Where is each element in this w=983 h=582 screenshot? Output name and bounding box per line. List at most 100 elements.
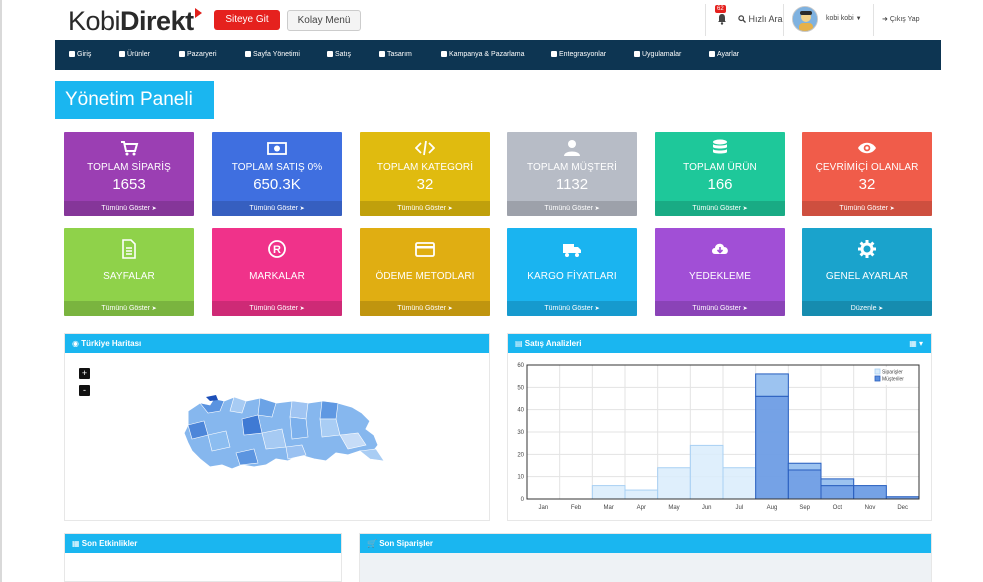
tile-footer-link[interactable]: Tümünü Göster ➤ <box>212 301 342 316</box>
x-tick-label: Sep <box>799 505 810 511</box>
orders-panel-header: 🛒 Son Siparişler <box>360 534 931 553</box>
bell-icon[interactable] <box>717 13 727 25</box>
x-tick-label: Jun <box>702 505 712 511</box>
tile-footer-link[interactable]: Tümünü Göster ➤ <box>360 201 490 216</box>
stat-tile[interactable]: TOPLAM SATIŞ 0% 650.3K Tümünü Göster ➤ <box>212 132 342 216</box>
x-tick-label: Nov <box>865 505 876 511</box>
nav-item-ayarlar[interactable]: Ayarlar <box>709 40 739 70</box>
tile-label: MARKALAR <box>249 271 305 282</box>
arrow-circle-right-icon: ➤ <box>149 206 157 212</box>
orders-panel-title: Son Siparişler <box>379 539 433 548</box>
stat-tile[interactable]: ÇEVRİMİÇİ OLANLAR 32 Tümünü Göster ➤ <box>802 132 932 216</box>
x-tick-label: Feb <box>571 505 582 511</box>
tile-footer-link[interactable]: Tümünü Göster ➤ <box>507 301 637 316</box>
home-icon <box>69 51 75 57</box>
tile-footer-link[interactable]: Tümünü Göster ➤ <box>802 201 932 216</box>
cart-icon: 🛒 <box>367 539 377 548</box>
tile-footer-label: Tümünü Göster <box>101 205 150 212</box>
nav-item-entegrasyonlar[interactable]: Entegrasyonlar <box>551 40 606 70</box>
tile-footer-link[interactable]: Düzenle ➤ <box>802 301 932 316</box>
stat-tile[interactable]: TOPLAM KATEGORİ 32 Tümünü Göster ➤ <box>360 132 490 216</box>
tile-footer-link[interactable]: Tümünü Göster ➤ <box>655 301 785 316</box>
stat-tile[interactable]: TOPLAM ÜRÜN 166 Tümünü Göster ➤ <box>655 132 785 216</box>
tile-footer-link[interactable]: Tümünü Göster ➤ <box>507 201 637 216</box>
x-tick-label: Oct <box>833 505 843 511</box>
nav-item-sayfa-yonetimi[interactable]: Sayfa Yönetimi <box>245 40 300 70</box>
stat-tile[interactable]: KARGO FİYATLARI Tümünü Göster ➤ <box>507 228 637 316</box>
recent-orders-panel: 🛒 Son Siparişler <box>359 533 932 582</box>
tile-footer-link[interactable]: Tümünü Göster ➤ <box>360 301 490 316</box>
tile-value: 32 <box>416 176 434 193</box>
tile-value: 166 <box>707 176 733 193</box>
header-divider <box>705 4 706 36</box>
logo-arrow-icon <box>194 8 202 18</box>
plot-border <box>526 364 920 500</box>
nav-label: Sayfa Yönetimi <box>253 51 300 58</box>
tile-label: GENEL AYARLAR <box>825 271 909 282</box>
calendar-dropdown-icon[interactable]: ▦ ▾ <box>909 339 923 348</box>
activities-panel-title: Son Etkinlikler <box>81 539 138 548</box>
legend-swatch <box>874 375 881 382</box>
user-menu[interactable]: kobi kobi ▼ <box>826 15 862 22</box>
nav-item-uygulamalar[interactable]: Uygulamalar <box>634 40 681 70</box>
desktop-icon <box>379 51 385 57</box>
nav-item-giris[interactable]: Giriş <box>69 40 91 70</box>
tile-label: SAYFALAR <box>103 271 155 282</box>
tile-footer-link[interactable]: Tümünü Göster ➤ <box>655 201 785 216</box>
tile-footer-label: Tümünü Göster <box>692 305 741 312</box>
stat-tile[interactable]: TOPLAM MÜŞTERİ 1132 Tümünü Göster ➤ <box>507 132 637 216</box>
map-panel-header: ◉ Türkiye Haritası <box>65 334 489 353</box>
tile-label: TOPLAM ÜRÜN <box>683 162 757 173</box>
tile-footer-label: Tümünü Göster <box>397 205 446 212</box>
sales-panel-header: ▤ Satış Analizleri ▦ ▾ <box>508 334 931 353</box>
x-tick-label: Jul <box>735 505 743 511</box>
tile-footer-link[interactable]: Tümünü Göster ➤ <box>64 201 194 216</box>
tile-value: 650.3K <box>253 176 301 193</box>
notification-badge: 62 <box>715 5 726 13</box>
x-tick-label: Dec <box>897 505 908 511</box>
tile-value: 1132 <box>555 176 589 193</box>
zoom-out-button[interactable]: - <box>79 385 90 396</box>
tile-footer-label: Tümünü Göster <box>544 205 593 212</box>
tile-label: TOPLAM SİPARİŞ <box>87 162 171 173</box>
header-divider <box>783 4 784 36</box>
y-tick-label: 50 <box>517 385 524 391</box>
tag-icon <box>119 51 125 57</box>
activities-panel-header: ▦ Son Etkinlikler <box>65 534 341 553</box>
turkey-map[interactable] <box>180 389 385 479</box>
nav-label: Satış <box>335 51 351 58</box>
stat-tile[interactable]: GENEL AYARLAR Düzenle ➤ <box>802 228 932 316</box>
stat-tile[interactable]: R MARKALAR Tümünü Göster ➤ <box>212 228 342 316</box>
logout-link[interactable]: ➜ Çıkış Yap <box>882 15 920 23</box>
y-tick-label: 20 <box>517 452 524 458</box>
tile-footer-link[interactable]: Tümünü Göster ➤ <box>212 201 342 216</box>
bar-orders <box>722 467 757 500</box>
stat-tile[interactable]: ÖDEME METODLARI Tümünü Göster ➤ <box>360 228 490 316</box>
nav-label: Giriş <box>77 51 92 58</box>
tile-footer-link[interactable]: Tümünü Göster ➤ <box>64 301 194 316</box>
sales-chart: 0 10 20 30 40 50 60 Jan Feb Mar Apr May Jun Jul Aug Sep… <box>517 363 920 511</box>
nav-item-kampanya[interactable]: Kampanya & Pazarlama <box>441 40 524 70</box>
quick-search-link[interactable]: Hızlı Ara <box>738 14 783 24</box>
y-tick-label: 10 <box>517 475 524 481</box>
arrow-circle-right-icon: ➤ <box>445 306 453 312</box>
easy-menu-button[interactable]: Kolay Menü <box>287 10 361 31</box>
svg-text:R: R <box>273 244 281 256</box>
avatar-image <box>793 7 817 31</box>
stat-tile[interactable]: SAYFALAR Tümünü Göster ➤ <box>64 228 194 316</box>
nav-item-urunler[interactable]: Ürünler <box>119 40 150 70</box>
legend-label: Siparişler <box>882 370 903 376</box>
zoom-in-button[interactable]: + <box>79 368 90 379</box>
nav-item-tasarim[interactable]: Tasarım <box>379 40 412 70</box>
stat-tile[interactable]: YEDEKLEME Tümünü Göster ➤ <box>655 228 785 316</box>
tile-label: ÖDEME METODLARI <box>375 271 475 282</box>
stat-tile[interactable]: TOPLAM SİPARİŞ 1653 Tümünü Göster ➤ <box>64 132 194 216</box>
bar-customers <box>755 395 789 500</box>
header-divider <box>873 4 874 36</box>
logo[interactable]: KobiDirekt <box>68 6 202 37</box>
avatar[interactable] <box>792 6 818 32</box>
site-button[interactable]: Siteye Git <box>214 10 280 30</box>
nav-item-satis[interactable]: Satış <box>327 40 351 70</box>
nav-item-pazaryeri[interactable]: Pazaryeri <box>179 40 217 70</box>
